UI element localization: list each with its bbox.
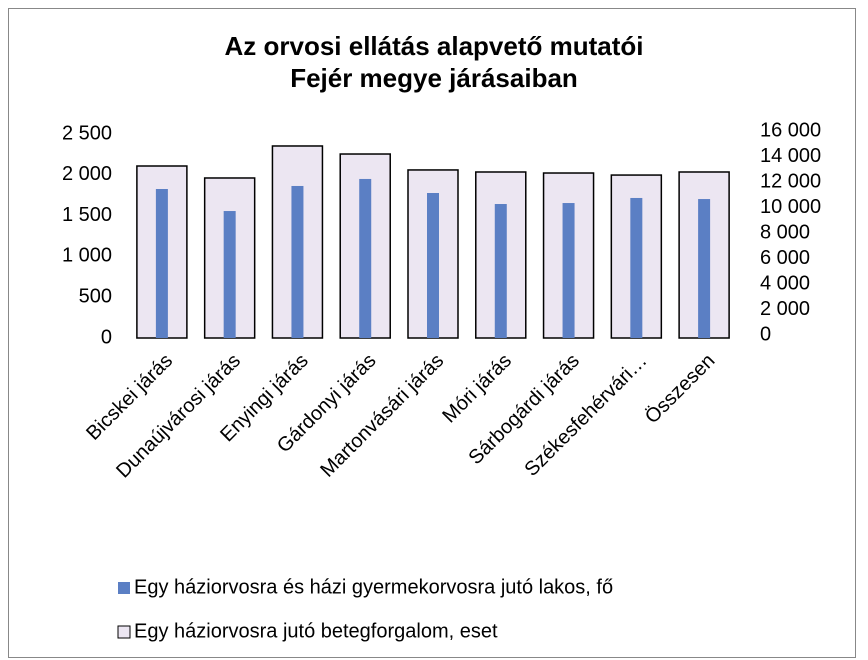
y2-tick-label: 2 000 <box>760 298 810 320</box>
bar <box>155 188 168 338</box>
x-tick-label: Dunaújvárosi járás <box>112 350 245 483</box>
y2-tick-label: 10 000 <box>760 196 821 218</box>
x-tick-label: Martonvásári járás <box>316 350 448 482</box>
x-tick-label: Székesfehérvári… <box>521 350 652 481</box>
y-tick-label: 2 500 <box>62 122 112 144</box>
legend-marker <box>118 582 130 594</box>
y2-tick-label: 4 000 <box>760 272 810 294</box>
y-tick-label: 1 000 <box>62 245 112 267</box>
y2-tick-label: 8 000 <box>760 221 810 243</box>
bar <box>291 185 304 338</box>
bar <box>359 178 372 338</box>
bar <box>562 203 575 338</box>
y-tick-label: 1 500 <box>62 204 112 226</box>
y2-tick-label: 16 000 <box>760 119 821 141</box>
x-tick-label: Összesen <box>641 350 719 428</box>
y2-tick-label: 12 000 <box>760 170 821 192</box>
bar <box>630 197 643 338</box>
y2-tick-label: 0 <box>760 323 771 345</box>
bar <box>223 211 236 338</box>
chart-title: Az orvosi ellátás alapvető mutatói Fejér… <box>224 31 644 93</box>
bar <box>494 204 507 338</box>
chart-border <box>8 8 856 658</box>
bar <box>698 199 711 338</box>
chart-title-box: Az orvosi ellátás alapvető mutatói Fejér… <box>134 30 734 94</box>
bar <box>427 192 439 338</box>
legend-label: Egy háziorvosra és házi gyermekorvosra j… <box>134 576 613 598</box>
y2-tick-label: 6 000 <box>760 247 810 269</box>
y-tick-label: 500 <box>79 285 112 307</box>
y-tick-label: 2 000 <box>62 163 112 185</box>
y2-tick-label: 14 000 <box>760 145 821 167</box>
y-tick-label: 0 <box>101 326 112 348</box>
legend-marker <box>117 625 131 639</box>
legend-label: Egy háziorvosra jutó betegforgalom, eset <box>134 620 498 642</box>
